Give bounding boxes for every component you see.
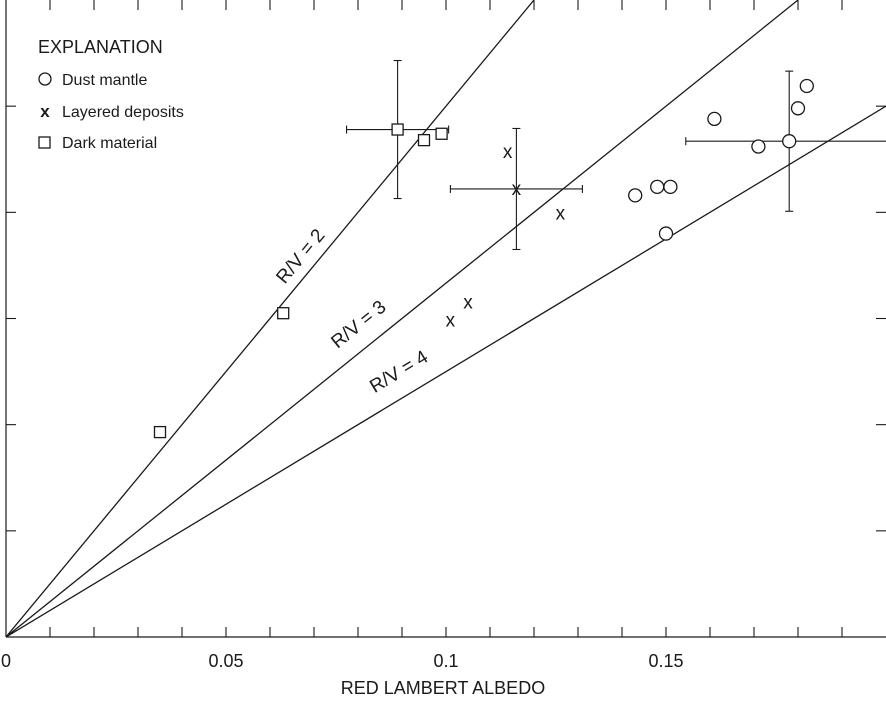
dark-material-point — [391, 123, 404, 136]
x-tick-label: 0.1 — [433, 651, 458, 671]
legend-x-icon: x — [40, 102, 50, 121]
legend: EXPLANATION Dust mantle x Layered deposi… — [38, 37, 184, 152]
legend-circle-icon — [38, 72, 52, 86]
legend-title: EXPLANATION — [38, 37, 163, 57]
dust-mantle-point — [751, 139, 766, 154]
reference-line — [5, 0, 535, 638]
legend-label-dust-mantle: Dust mantle — [62, 72, 147, 89]
legend-label-dark-material: Dark material — [62, 135, 157, 152]
dust-mantle-point — [782, 134, 797, 149]
dust-mantle-point — [663, 179, 678, 195]
x-tick-label: 0.05 — [208, 651, 243, 671]
layered-deposit-point: x — [503, 142, 513, 163]
plot-axes — [5, 0, 886, 638]
dark-material-point — [153, 425, 167, 439]
dust-mantle-point — [628, 188, 643, 203]
dark-material-point — [417, 133, 431, 147]
layered-deposit-point: x — [446, 311, 456, 332]
legend-square-icon — [38, 136, 51, 149]
layered-deposit-point: x — [512, 179, 522, 200]
reference-line — [5, 0, 799, 638]
dust-mantle-point — [799, 78, 814, 94]
dust-mantle-point — [790, 101, 806, 116]
layered-deposit-point: x — [463, 293, 473, 314]
x-tick-label: 0.15 — [648, 651, 683, 671]
dust-mantle-point — [658, 226, 674, 241]
x-tick-label: 0 — [1, 651, 11, 671]
x-tick-labels: 0 0.05 0.1 0.15 — [1, 651, 684, 671]
layered-deposit-point: x — [556, 203, 566, 224]
reference-line-label: R/V = 4 — [366, 346, 432, 397]
dust-mantle-point — [650, 179, 665, 195]
reference-line — [5, 105, 886, 638]
dark-material-point — [435, 127, 448, 140]
dust-mantle-point — [707, 111, 722, 127]
dark-material-point — [277, 307, 290, 320]
x-axis-title: RED LAMBERT ALBEDO — [341, 678, 545, 698]
reference-line-label: R/V = 3 — [327, 297, 390, 353]
legend-label-layered-deposits: Layered deposits — [62, 104, 184, 121]
